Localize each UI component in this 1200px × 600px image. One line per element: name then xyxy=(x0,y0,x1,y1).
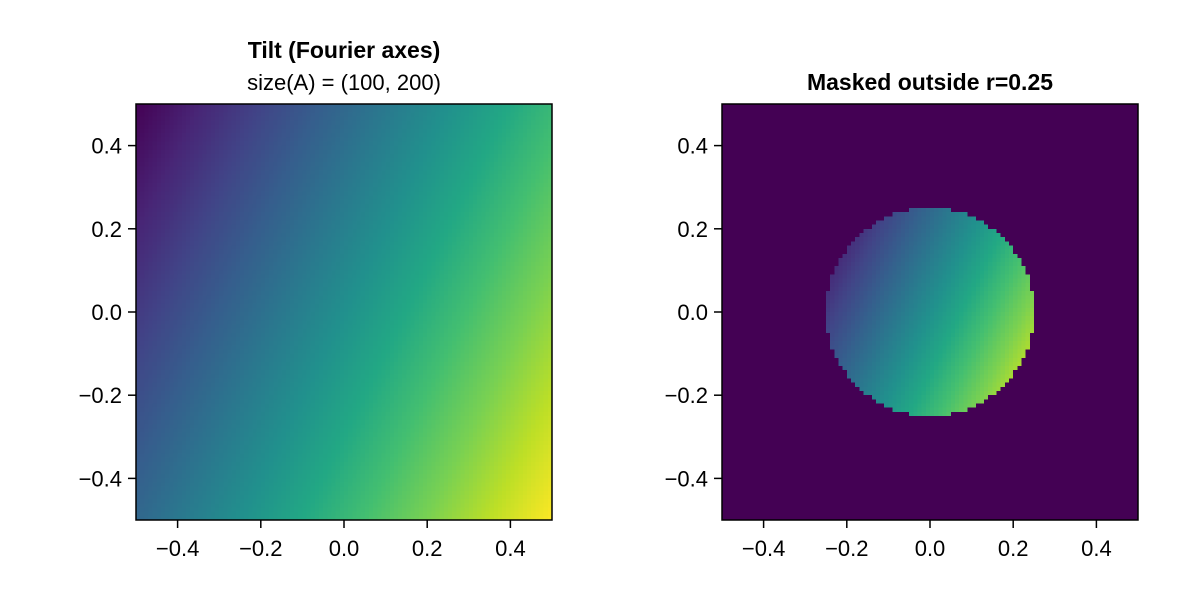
panel-title: Masked outside r=0.25 xyxy=(807,69,1053,95)
y-tick-label: 0.2 xyxy=(677,217,708,242)
x-tick-label: −0.2 xyxy=(825,536,868,561)
x-tick-label: 0.0 xyxy=(329,536,360,561)
panel-masked: Masked outside r=0.25 −0.4 −0.2 0.0 0.2 0.4 … xyxy=(665,69,1139,561)
y-tick-label: −0.2 xyxy=(79,383,122,408)
panel-title: Tilt (Fourier axes) xyxy=(248,37,441,63)
x-tick-label: −0.4 xyxy=(156,536,199,561)
y-axis: −0.4 −0.2 0.0 0.2 0.4 xyxy=(665,134,722,491)
x-tick-label: 0.2 xyxy=(412,536,443,561)
heatmap-image xyxy=(722,104,1138,520)
x-tick-label: −0.2 xyxy=(239,536,282,561)
x-tick-label: 0.0 xyxy=(915,536,946,561)
y-tick-label: 0.0 xyxy=(91,300,122,325)
x-tick-label: 0.2 xyxy=(998,536,1029,561)
y-axis: −0.4 −0.2 0.0 0.2 0.4 xyxy=(79,134,136,491)
y-tick-label: 0.4 xyxy=(91,134,122,159)
x-axis: −0.4 −0.2 0.0 0.2 0.4 xyxy=(156,520,526,561)
y-tick-label: 0.2 xyxy=(91,217,122,242)
panel-subtitle: size(A) = (100, 200) xyxy=(247,70,441,95)
x-tick-label: 0.4 xyxy=(495,536,526,561)
panel-tilt: Tilt (Fourier axes) size(A) = (100, 200)… xyxy=(79,37,553,561)
heatmap-raster xyxy=(136,104,552,520)
y-tick-label: −0.4 xyxy=(665,466,708,491)
heatmap-image xyxy=(136,104,552,520)
y-tick-label: 0.0 xyxy=(677,300,708,325)
y-tick-label: 0.4 xyxy=(677,134,708,159)
heatmap-raster xyxy=(722,104,1138,520)
x-axis: −0.4 −0.2 0.0 0.2 0.4 xyxy=(742,520,1112,561)
y-tick-label: −0.4 xyxy=(79,466,122,491)
y-tick-label: −0.2 xyxy=(665,383,708,408)
x-tick-label: 0.4 xyxy=(1081,536,1112,561)
x-tick-label: −0.4 xyxy=(742,536,785,561)
